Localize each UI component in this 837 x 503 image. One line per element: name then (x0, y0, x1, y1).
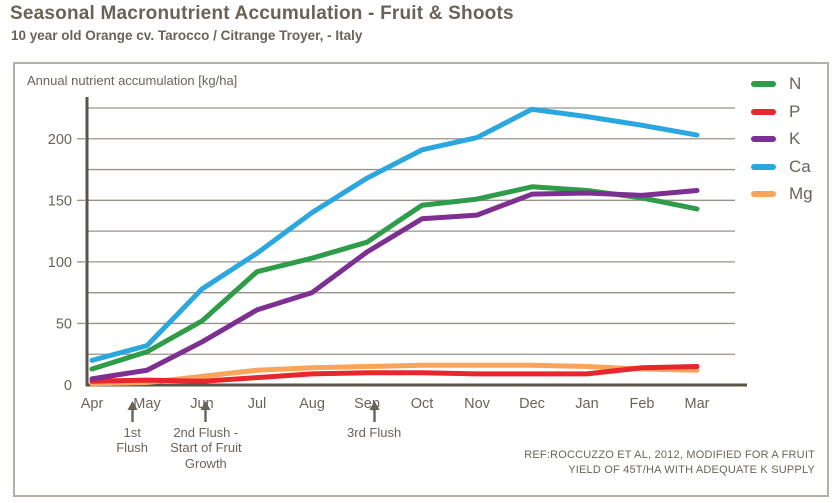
up-arrow-icon (127, 401, 138, 422)
page-subtitle: 10 year old Orange cv. Tarocco / Citrang… (11, 28, 363, 43)
x-tick-label: Apr (81, 396, 104, 412)
series-line-Ca (89, 106, 700, 363)
legend-swatch-K (751, 136, 776, 143)
annotation-label: 3rd Flush (347, 425, 402, 440)
series-line-Mg (89, 362, 700, 387)
legend-swatch-Mg (751, 191, 776, 198)
x-tick-label: Mar (685, 396, 710, 412)
x-tick-label: Oct (411, 396, 434, 412)
x-tick-label: Jan (575, 396, 598, 412)
legend-label: Mg (789, 184, 813, 204)
y-tick-label: 200 (48, 132, 72, 148)
annotation-label: 1st Flush (116, 425, 149, 456)
x-tick-label: Feb (630, 396, 655, 412)
annotation-flush-1: 1st Flush (57, 401, 207, 456)
series-line-P (89, 364, 700, 384)
legend-label: K (789, 129, 801, 149)
legend-item-Mg: Mg (751, 184, 813, 204)
x-tick-label: Dec (519, 396, 545, 412)
legend-label: Ca (789, 156, 811, 176)
legend-swatch-Ca (751, 163, 776, 170)
up-arrow-icon (369, 401, 380, 422)
series-line-K (89, 187, 700, 382)
chart-panel: Annual nutrient accumulation [kg/ha] 0 50… (13, 62, 829, 497)
page-title: Seasonal Macronutrient Accumulation - Fr… (10, 3, 514, 24)
reference-note: REF:ROCCUZZO ET AL, 2012, MODIFIED FOR A… (524, 448, 815, 479)
annotation-flush-3: 3rd Flush (299, 401, 449, 440)
annotation-flush-2: 2nd Flush - Start of Fruit Growth (131, 401, 281, 471)
legend-label: N (789, 74, 802, 93)
y-tick-label: 150 (48, 193, 72, 209)
legend-item-P: P (751, 101, 801, 121)
legend-swatch-P (751, 108, 776, 115)
x-tick-label: Aug (299, 396, 325, 412)
legend-swatch-N (751, 81, 776, 87)
legend-item-Ca: Ca (751, 156, 811, 176)
x-tick-label: May (133, 396, 161, 412)
annotation-label: 2nd Flush - Start of Fruit Growth (170, 425, 242, 471)
y-tick-label: 100 (48, 255, 72, 271)
axis-title: Annual nutrient accumulation [kg/ha] (27, 73, 238, 88)
legend-item-K: K (751, 129, 801, 149)
x-tick-label: Jul (248, 396, 267, 412)
legend-label: P (789, 101, 801, 121)
up-arrow-icon (200, 401, 211, 422)
y-tick-label: 50 (56, 316, 72, 332)
x-tick-label: Nov (464, 396, 491, 412)
series-line-N (89, 184, 700, 372)
legend-item-N: N (751, 74, 802, 93)
reference-line-1: REF:ROCCUZZO ET AL, 2012, MODIFIED FOR A… (524, 449, 815, 461)
y-tick-label: 0 (64, 378, 72, 394)
reference-line-2: YIELD OF 45T/HA WITH ADEQUATE K SUPPLY (568, 464, 815, 477)
